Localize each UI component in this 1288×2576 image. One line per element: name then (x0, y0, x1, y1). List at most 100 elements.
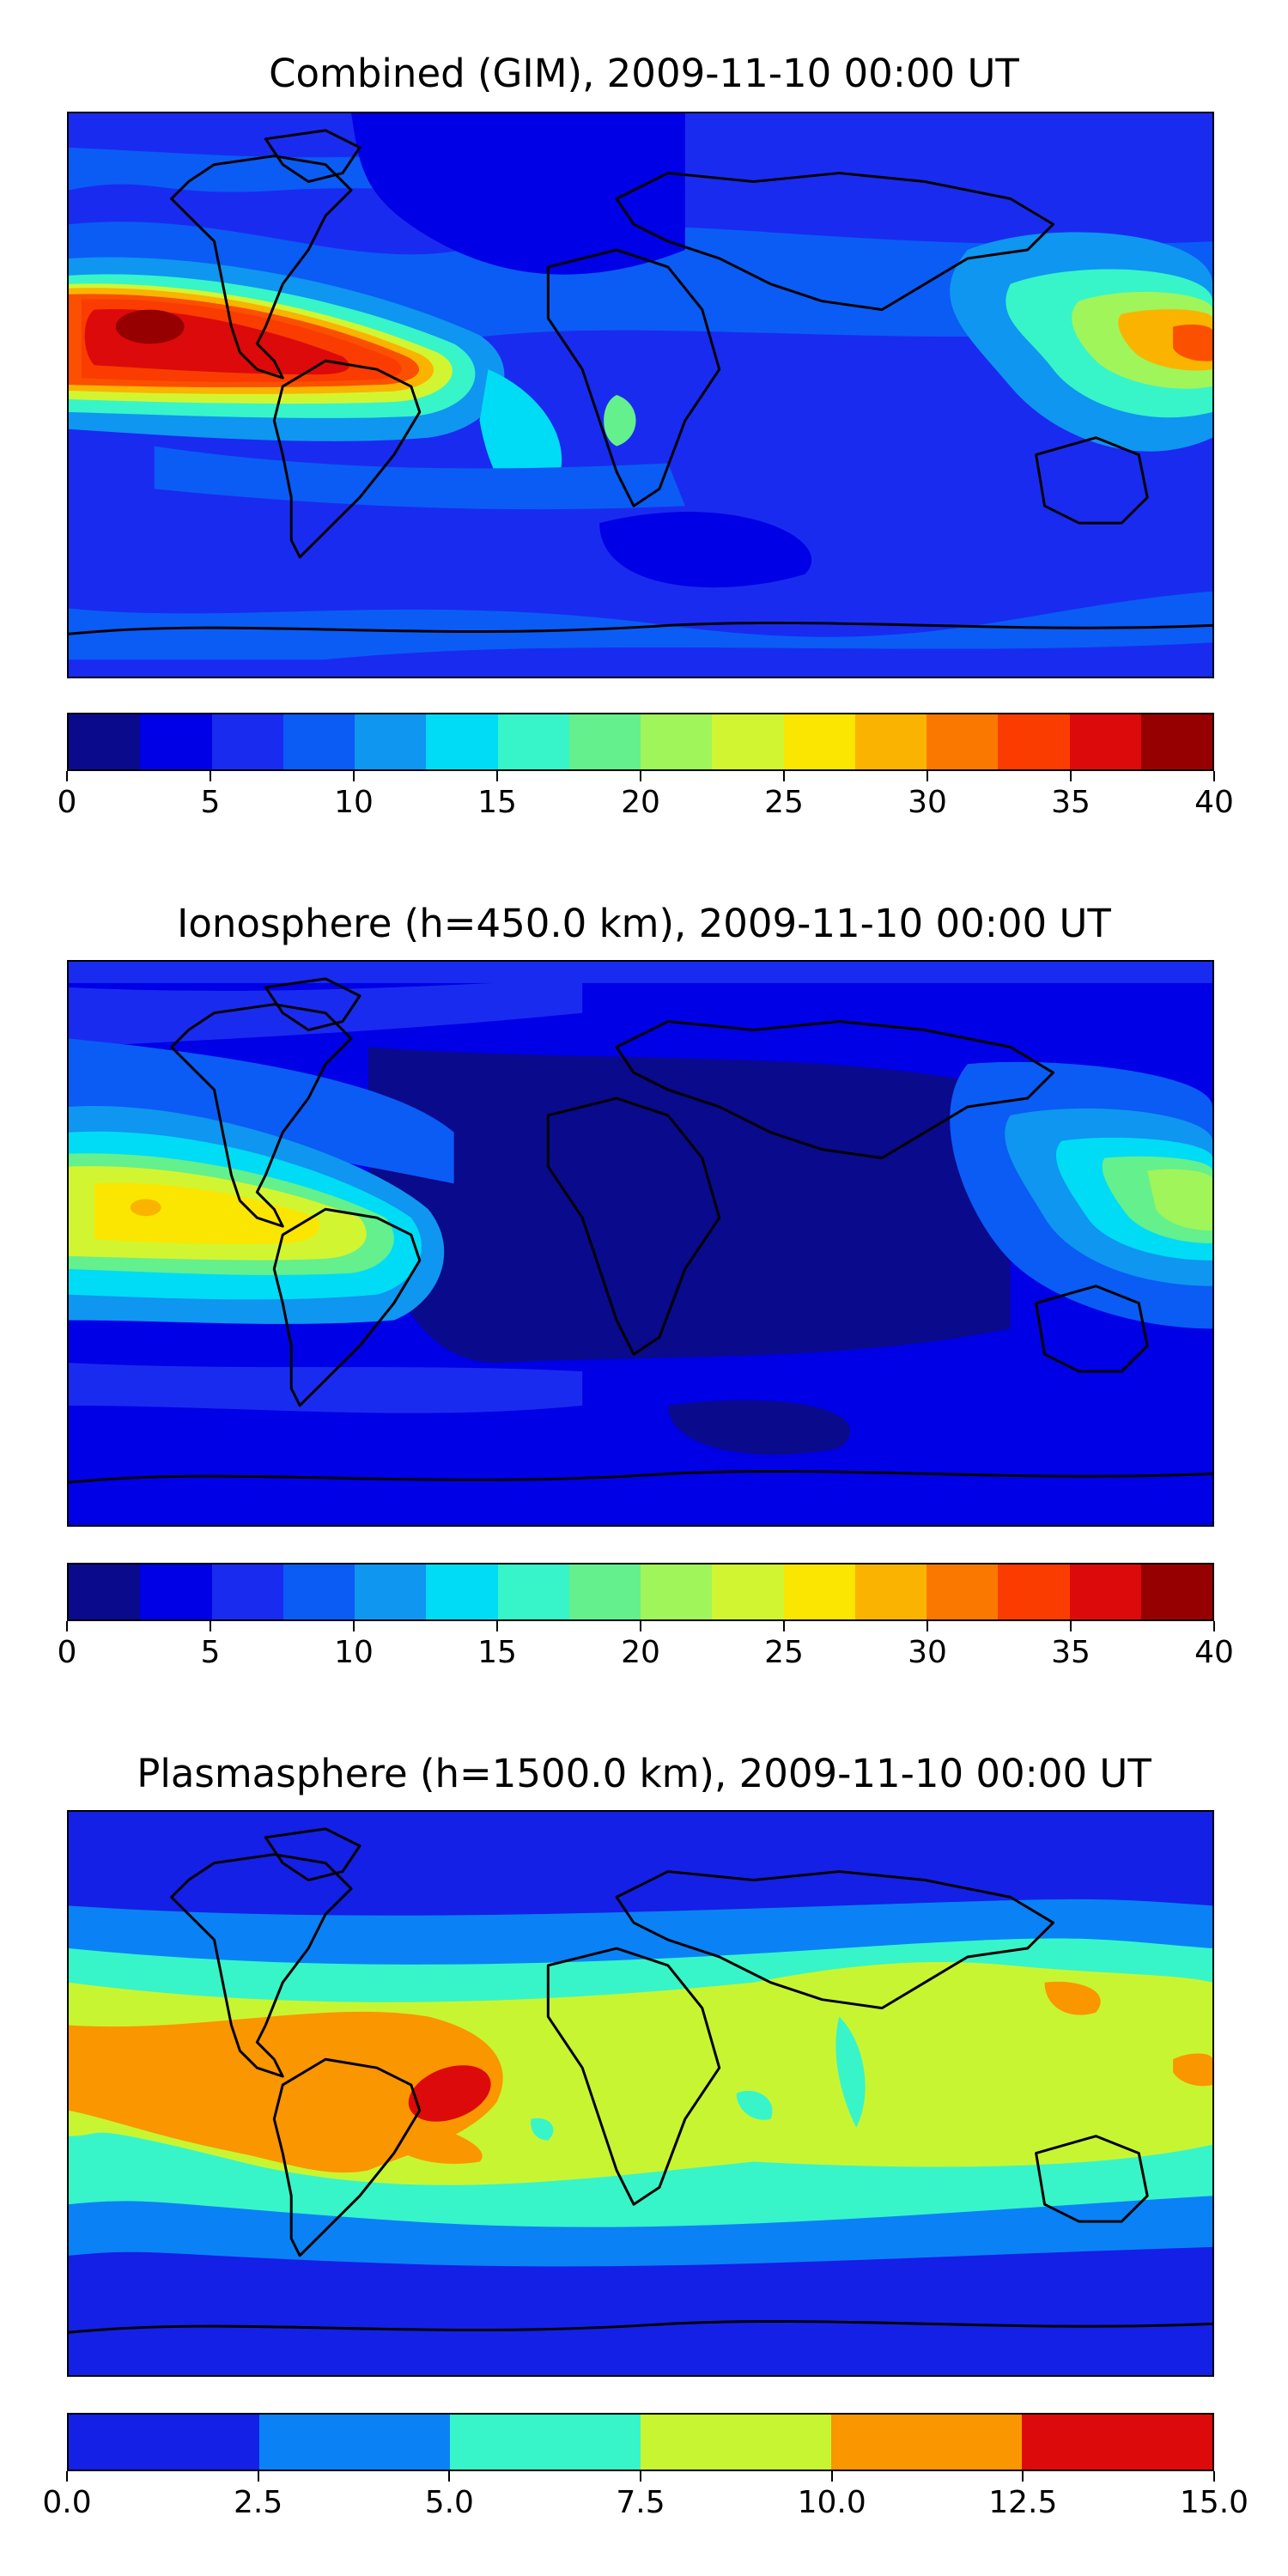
colorbar-level (998, 714, 1070, 769)
colorbar-ionosphere (67, 1563, 1214, 1621)
colorbar-level (854, 714, 927, 769)
colorbar-tick-label: 10.0 (797, 2485, 866, 2520)
colorbar-tick (1070, 1621, 1072, 1631)
colorbar-tick (927, 771, 928, 781)
colorbar-tick-label: 10 (334, 1635, 374, 1670)
colorbar-tick-label: 15 (477, 1635, 517, 1670)
colorbar-tick (927, 1621, 928, 1631)
map-ionosphere (67, 960, 1214, 1527)
colorbar-level (69, 2415, 259, 2470)
colorbar-level (568, 1564, 641, 1619)
colorbar-level (283, 714, 355, 769)
colorbar-level (1140, 714, 1212, 769)
colorbar-tick-label: 35 (1051, 785, 1091, 820)
colorbar-tick (353, 771, 355, 781)
colorbar-level (1069, 1564, 1141, 1619)
colorbar-level (1022, 2415, 1212, 2470)
colorbar-level (283, 1564, 355, 1619)
colorbar-level (783, 1564, 855, 1619)
colorbar-tick (1213, 2471, 1215, 2482)
colorbar-tick (210, 1621, 211, 1631)
colorbar-tick (1213, 1621, 1215, 1631)
panel-title-plasmasphere: Plasmasphere (h=1500.0 km), 2009-11-10 0… (137, 1751, 1151, 1796)
colorbar-level (854, 1564, 927, 1619)
colorbar-tick-label: 0.0 (42, 2485, 92, 2520)
colorbar-tick-label: 35 (1051, 1635, 1091, 1670)
colorbar-tick-label: 15.0 (1179, 2485, 1249, 2520)
map-plasmasphere (67, 1810, 1214, 2377)
colorbar-tick (66, 771, 68, 781)
colorbar-level (426, 714, 498, 769)
colorbar-level (1140, 1564, 1212, 1619)
colorbar-tick (496, 1621, 498, 1631)
colorbar-level (641, 1564, 713, 1619)
colorbar-tick (1213, 771, 1215, 781)
colorbar-tick (496, 771, 498, 781)
colorbar-tick (210, 771, 211, 781)
colorbar-level (140, 714, 212, 769)
colorbar-tick (640, 1621, 641, 1631)
colorbar-tick-label: 10 (334, 785, 374, 820)
colorbar-level (140, 1564, 212, 1619)
colorbar-level (927, 1564, 999, 1619)
colorbar-tick-label: 0 (57, 785, 77, 820)
colorbar-tick (66, 1621, 68, 1631)
colorbar-tick (1022, 2471, 1024, 2482)
colorbar-tick-label: 25 (764, 785, 804, 820)
colorbar-level (568, 714, 641, 769)
colorbar-tick (783, 771, 785, 781)
colorbar-combined (67, 713, 1214, 771)
colorbar-tick (353, 1621, 355, 1631)
colorbar-tick-label: 5 (200, 1635, 221, 1670)
colorbar-level (831, 2415, 1022, 2470)
colorbar-level (712, 714, 784, 769)
colorbar-tick-label: 7.5 (616, 2485, 665, 2520)
colorbar-tick (640, 2471, 641, 2482)
colorbar-tick (830, 2471, 833, 2482)
colorbar-tick-label: 30 (908, 1635, 947, 1670)
colorbar-tick (448, 2471, 451, 2482)
colorbar-tick-label: 40 (1194, 785, 1234, 820)
colorbar-tick-label: 5 (200, 785, 221, 820)
colorbar-tick-label: 25 (764, 1635, 804, 1670)
colorbar-tick-label: 0 (57, 1635, 77, 1670)
colorbar-tick-label: 15 (477, 785, 517, 820)
colorbar-level (69, 714, 141, 769)
colorbar-tick-label: 20 (621, 1635, 660, 1670)
colorbar-tick-label: 12.5 (988, 2485, 1058, 2520)
colorbar-level (211, 714, 283, 769)
colorbar-level (998, 1564, 1070, 1619)
colorbar-tick (66, 2471, 68, 2482)
colorbar-level (450, 2415, 641, 2470)
colorbar-tick-label: 40 (1194, 1635, 1234, 1670)
colorbar-tick-label: 2.5 (234, 2485, 283, 2520)
colorbar-plasmasphere (67, 2413, 1214, 2471)
colorbar-level (927, 714, 999, 769)
colorbar-ticks-combined: 0 5 10 15 20 25 30 35 40 (58, 771, 1234, 823)
colorbar-level (211, 1564, 283, 1619)
colorbar-tick (640, 771, 641, 781)
map-combined (67, 112, 1214, 678)
colorbar-tick (1070, 771, 1072, 781)
colorbar-level (355, 1564, 427, 1619)
colorbar-level (69, 1564, 141, 1619)
colorbar-level (712, 1564, 784, 1619)
colorbar-tick (783, 1621, 785, 1631)
colorbar-ticks-plasmasphere: 0.0 2.5 5.0 7.5 10.0 12.5 15.0 (42, 2471, 1249, 2523)
colorbar-level (259, 2415, 450, 2470)
colorbar-tick-label: 5.0 (424, 2485, 474, 2520)
panel-title-ionosphere: Ionosphere (h=450.0 km), 2009-11-10 00:0… (177, 901, 1111, 946)
colorbar-level (426, 1564, 498, 1619)
colorbar-tick (257, 2471, 259, 2482)
colorbar-level (497, 1564, 569, 1619)
colorbar-ticks-ionosphere: 0 5 10 15 20 25 30 35 40 (58, 1621, 1234, 1673)
colorbar-level (641, 2415, 831, 2470)
colorbar-level (783, 714, 855, 769)
colorbar-tick-label: 30 (908, 785, 947, 820)
colorbar-level (641, 714, 713, 769)
colorbar-level (355, 714, 427, 769)
colorbar-level (497, 714, 569, 769)
colorbar-tick-label: 20 (621, 785, 660, 820)
panel-title-combined: Combined (GIM), 2009-11-10 00:00 UT (269, 51, 1019, 96)
colorbar-level (1069, 714, 1141, 769)
